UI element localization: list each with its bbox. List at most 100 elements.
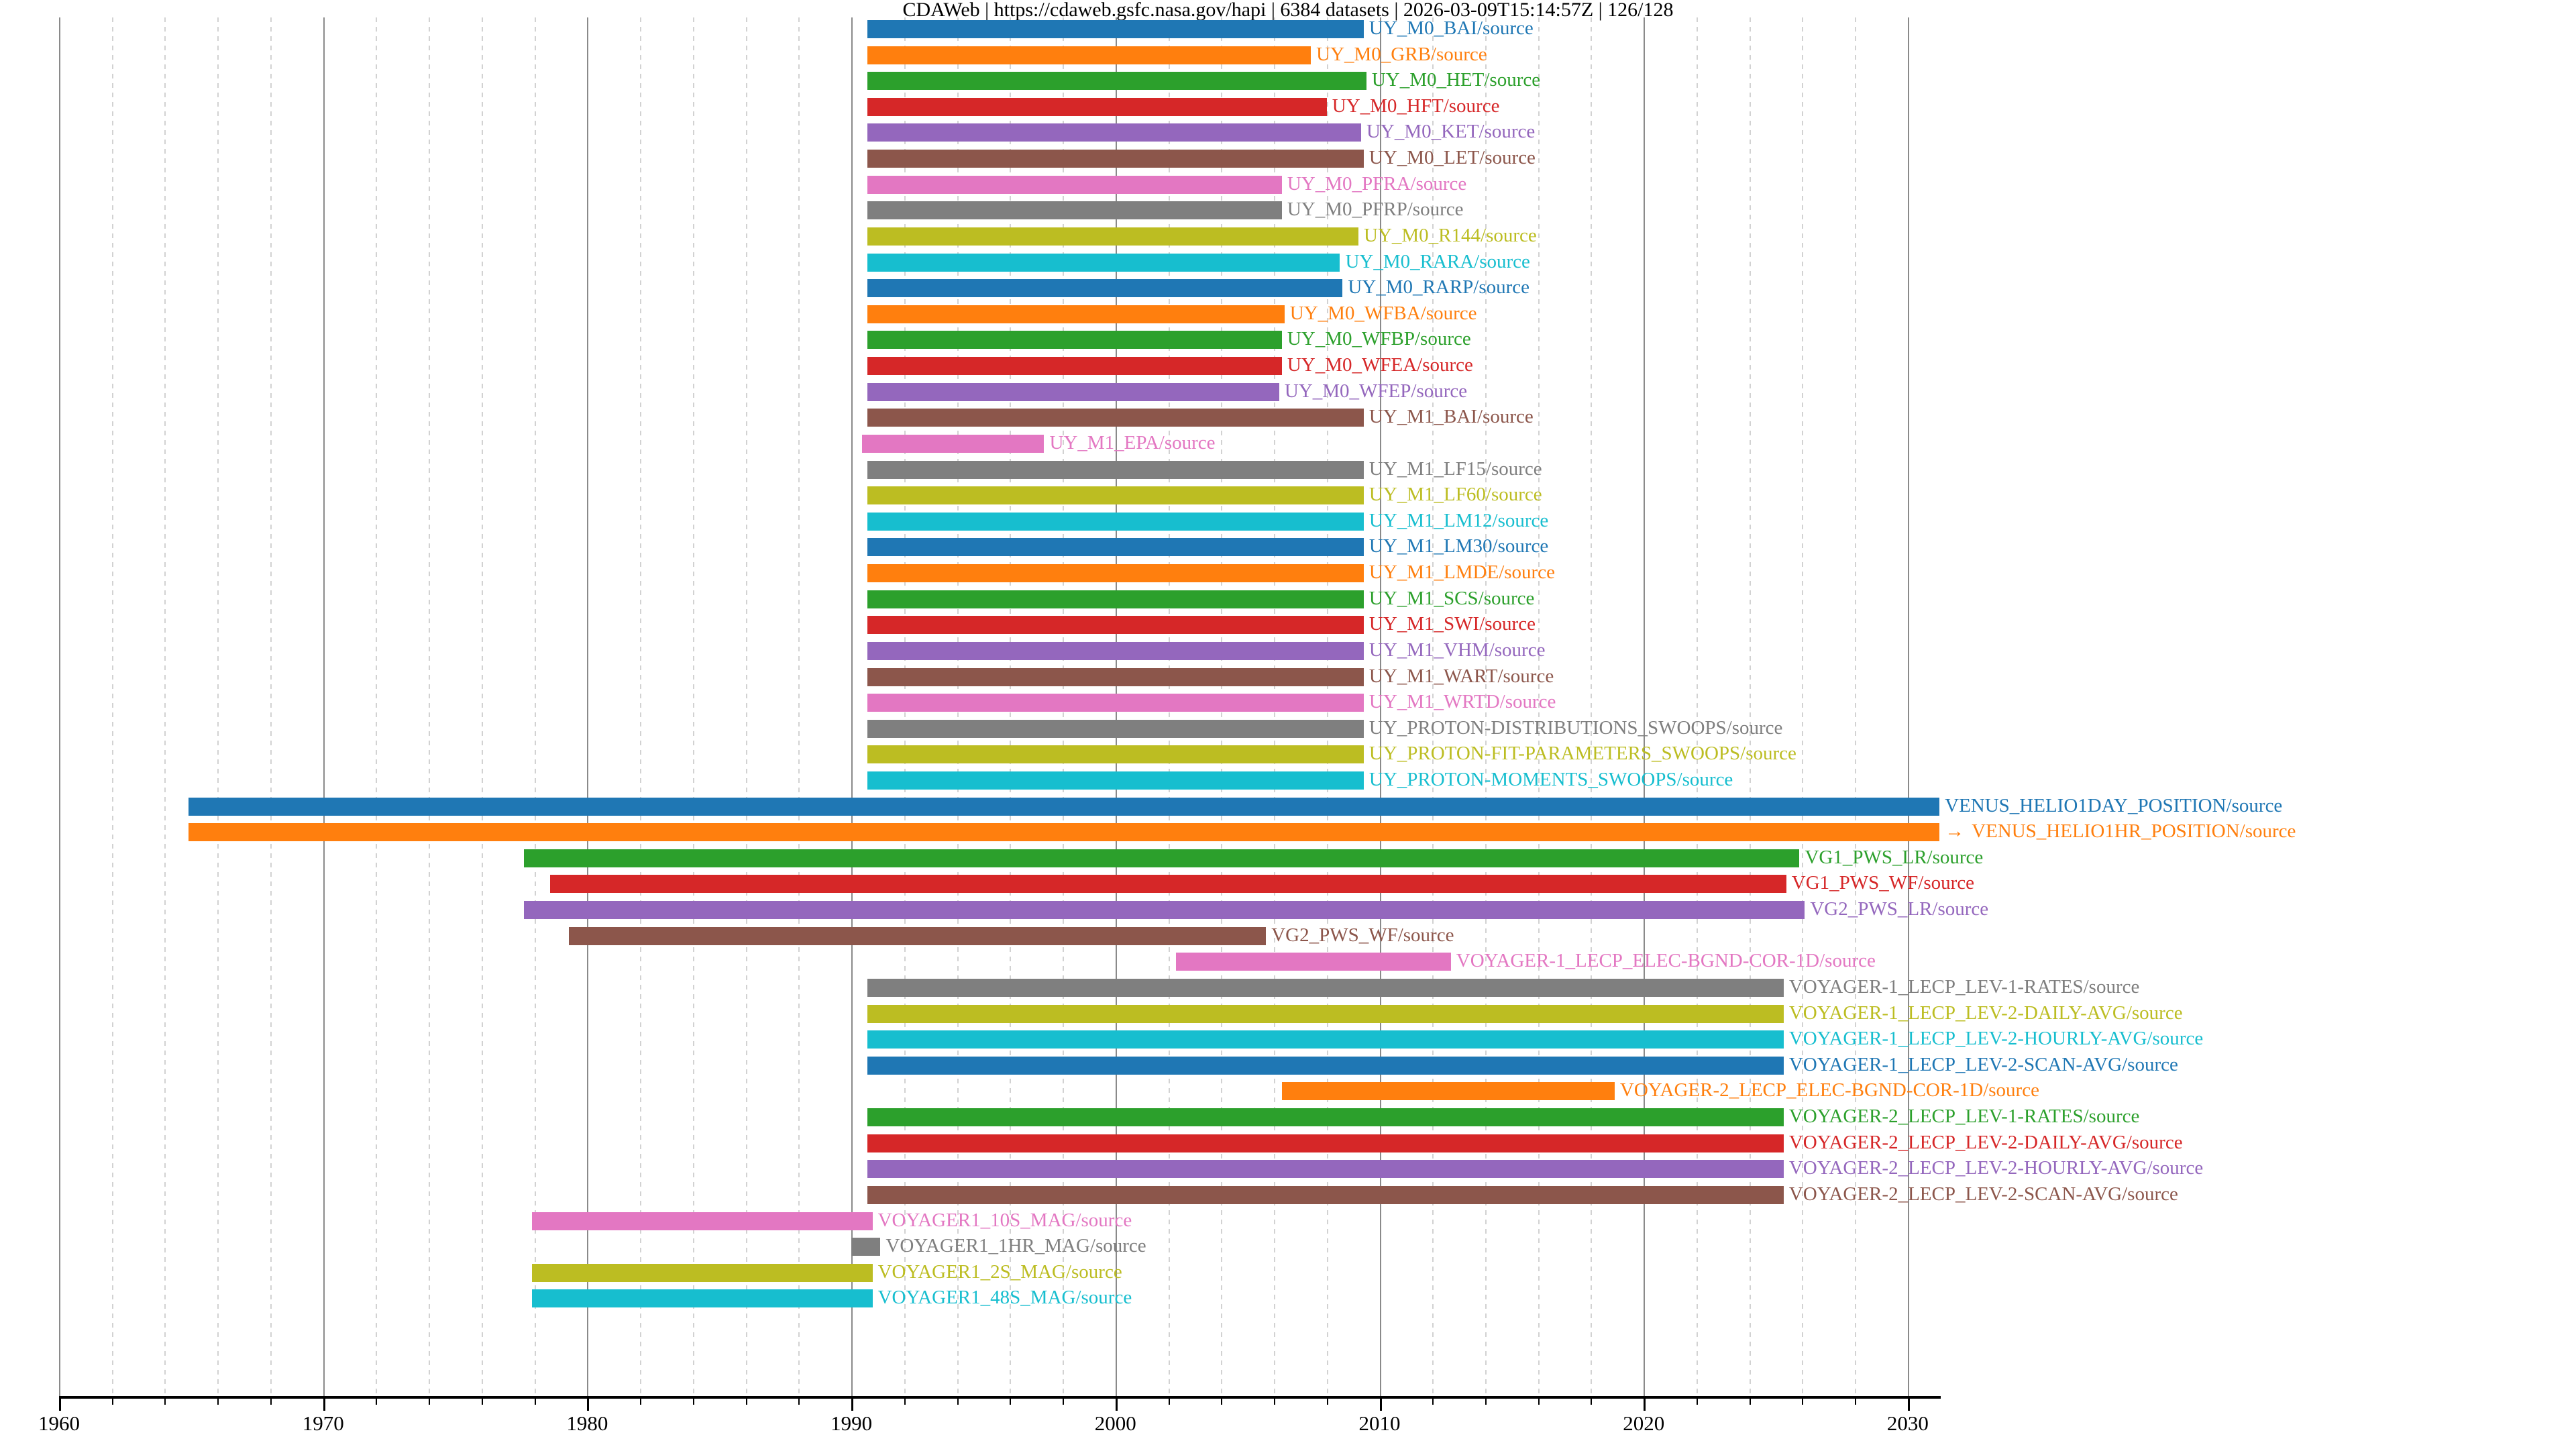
gantt-bar-label: UY_M0_WFBP/source [1287,328,1471,350]
gantt-bar[interactable] [867,641,1364,660]
gantt-bar[interactable] [867,1108,1784,1127]
x-tick-major [1907,1396,1910,1411]
gantt-bar[interactable] [523,849,1800,867]
gantt-bar[interactable] [867,382,1279,401]
gantt-bar[interactable] [867,331,1282,350]
gantt-bar[interactable] [867,512,1364,531]
chart-title: CDAWeb | https://cdaweb.gsfc.nasa.gov/ha… [902,0,1674,21]
x-tick-minor [904,1396,906,1405]
gantt-bar[interactable] [867,97,1327,116]
gantt-bar[interactable] [867,123,1361,142]
gridline-minor [1432,17,1434,1396]
gantt-row: UY_M0_HET/source [0,69,2576,95]
gantt-bar[interactable] [188,823,1940,842]
gantt-row: UY_M1_SCS/source [0,588,2576,614]
gantt-bar[interactable] [867,150,1364,168]
gridline-major [1379,17,1381,1396]
x-tick-label: 1960 [38,1411,80,1435]
gantt-bar[interactable] [867,20,1364,38]
gantt-bar[interactable] [867,564,1364,583]
gridline-minor [270,17,272,1396]
gantt-bar[interactable] [867,279,1343,298]
gantt-bar[interactable] [568,926,1267,945]
gantt-row: VG1_PWS_LR/source [0,847,2576,873]
gantt-row: UY_M0_WFBA/source [0,303,2576,329]
gantt-row: UY_M0_WFEA/source [0,354,2576,380]
gantt-bar[interactable] [867,253,1340,272]
gantt-row: UY_M1_LMDE/source [0,561,2576,588]
gantt-bar[interactable] [867,46,1311,64]
gantt-row: UY_M1_LF15/source [0,458,2576,484]
gantt-bar-label: VG2_PWS_LR/source [1810,898,1989,920]
gantt-bar[interactable] [188,797,1940,816]
gantt-bar[interactable] [867,1185,1784,1204]
overflow-arrow-icon: → [1945,820,1965,843]
gridline-minor [429,17,431,1396]
gantt-bar[interactable] [550,875,1786,894]
gantt-bar[interactable] [867,667,1364,686]
gantt-bar-label: UY_M0_RARA/source [1345,250,1530,272]
gantt-row: UY_M1_LM12/source [0,510,2576,536]
gantt-bar[interactable] [867,1030,1784,1049]
gantt-bar[interactable] [523,901,1805,920]
x-tick-minor [798,1396,800,1405]
gantt-bar[interactable] [867,1056,1784,1075]
gridline-major [851,17,853,1396]
gantt-bar[interactable] [867,616,1364,635]
gantt-bar[interactable] [867,72,1366,91]
gantt-bar[interactable] [867,227,1358,246]
gantt-bar[interactable] [867,538,1364,557]
gantt-bar[interactable] [867,1134,1784,1152]
gantt-bar[interactable] [867,305,1285,323]
x-tick-minor [1010,1396,1012,1405]
gantt-bar-label: VOYAGER1_2S_MAG/source [877,1260,1122,1283]
gantt-bar[interactable] [531,1263,873,1282]
gantt-bar-label: VENUS_HELIO1HR_POSITION/source [1972,820,2296,843]
gantt-row: VOYAGER-2_LECP_LEV-2-SCAN-AVG/source [0,1183,2576,1210]
gantt-bar[interactable] [867,357,1282,376]
gantt-bar[interactable] [851,1238,881,1256]
x-tick-minor [1749,1396,1751,1405]
gantt-bar[interactable] [867,201,1282,220]
x-tick-label: 2000 [1094,1411,1136,1435]
gantt-bar[interactable] [867,1160,1784,1179]
x-tick-label: 2030 [1886,1411,1929,1435]
gantt-bar[interactable] [867,409,1364,427]
gantt-bar-label: UY_M0_LET/source [1368,147,1536,169]
x-tick-minor [1168,1396,1170,1405]
gantt-bar[interactable] [867,745,1364,764]
gantt-row: UY_M1_BAI/source [0,406,2576,432]
gantt-bar-label: UY_M1_LF60/source [1368,484,1542,506]
gantt-bar[interactable] [861,434,1044,453]
gantt-bar[interactable] [531,1212,873,1230]
gridline-minor [164,17,166,1396]
gantt-bar[interactable] [867,694,1364,712]
gantt-bar[interactable] [867,978,1784,997]
gantt-row: UY_M1_LM30/source [0,535,2576,561]
gantt-bar[interactable] [867,175,1282,194]
gantt-row: VG1_PWS_WF/source [0,872,2576,898]
gantt-row: VOYAGER-1_LECP_LEV-1-RATES/source [0,976,2576,1002]
x-tick-label: 1970 [302,1411,344,1435]
gantt-bar-label: UY_PROTON-DISTRIBUTIONS_SWOOPS/source [1368,716,1783,739]
gridline-minor [745,17,747,1396]
gantt-bar[interactable] [867,719,1364,738]
gantt-bar[interactable] [867,771,1364,790]
gantt-bar-label: UY_M0_PFRA/source [1287,172,1467,195]
gantt-bar[interactable] [1281,1082,1615,1101]
gantt-row: UY_M1_LF60/source [0,484,2576,510]
gantt-row: VENUS_HELIO1DAY_POSITION/source [0,795,2576,821]
gridline-minor [1855,17,1857,1396]
x-tick-minor [1274,1396,1276,1405]
x-tick-minor [640,1396,642,1405]
gantt-bar-label: VG1_PWS_LR/source [1805,846,1984,868]
gantt-bar[interactable] [867,590,1364,608]
gantt-bar[interactable] [867,1004,1784,1023]
gantt-row: VOYAGER-1_LECP_LEV-2-HOURLY-AVG/source [0,1028,2576,1054]
gantt-bar[interactable] [867,486,1364,505]
gantt-bar[interactable] [1176,953,1451,971]
gantt-bar[interactable] [867,460,1364,479]
gantt-bar[interactable] [531,1289,873,1308]
gridline-major [59,17,60,1396]
